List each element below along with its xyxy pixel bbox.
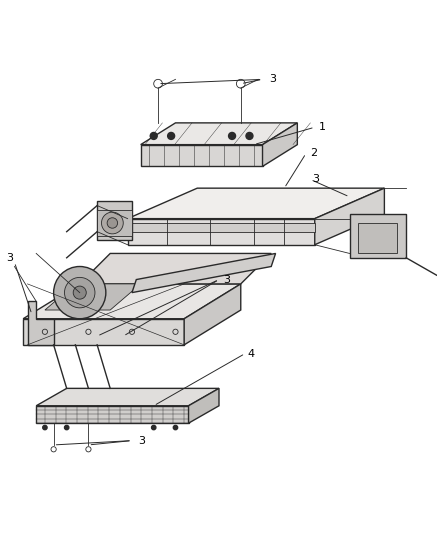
Circle shape — [150, 133, 157, 140]
Polygon shape — [23, 284, 241, 319]
Polygon shape — [358, 223, 397, 254]
Polygon shape — [127, 188, 385, 219]
Text: 4: 4 — [247, 349, 254, 359]
Text: 2: 2 — [311, 148, 318, 158]
Circle shape — [246, 133, 253, 140]
Polygon shape — [23, 319, 184, 345]
Circle shape — [102, 212, 123, 234]
Circle shape — [173, 425, 178, 430]
Text: 3: 3 — [269, 75, 276, 84]
Text: 3: 3 — [223, 274, 230, 285]
Polygon shape — [97, 201, 132, 240]
Circle shape — [229, 133, 236, 140]
Circle shape — [53, 266, 106, 319]
Circle shape — [64, 277, 95, 308]
Circle shape — [152, 425, 156, 430]
Text: 3: 3 — [313, 174, 320, 184]
Polygon shape — [127, 223, 315, 232]
Polygon shape — [36, 406, 188, 423]
Polygon shape — [45, 284, 141, 310]
Polygon shape — [132, 254, 276, 293]
Polygon shape — [315, 188, 385, 245]
Polygon shape — [36, 389, 219, 406]
Polygon shape — [80, 254, 271, 284]
Circle shape — [73, 286, 86, 299]
Polygon shape — [262, 123, 297, 166]
Polygon shape — [97, 210, 132, 236]
Circle shape — [64, 425, 69, 430]
Circle shape — [168, 133, 175, 140]
Text: 1: 1 — [319, 122, 326, 132]
Text: 3: 3 — [6, 253, 13, 263]
Polygon shape — [188, 389, 219, 423]
Polygon shape — [28, 301, 53, 345]
Polygon shape — [350, 214, 406, 258]
Text: 3: 3 — [138, 435, 145, 446]
Polygon shape — [127, 219, 315, 245]
Circle shape — [43, 425, 47, 430]
Polygon shape — [141, 144, 262, 166]
Polygon shape — [141, 123, 297, 144]
Polygon shape — [184, 284, 241, 345]
Circle shape — [107, 218, 117, 228]
